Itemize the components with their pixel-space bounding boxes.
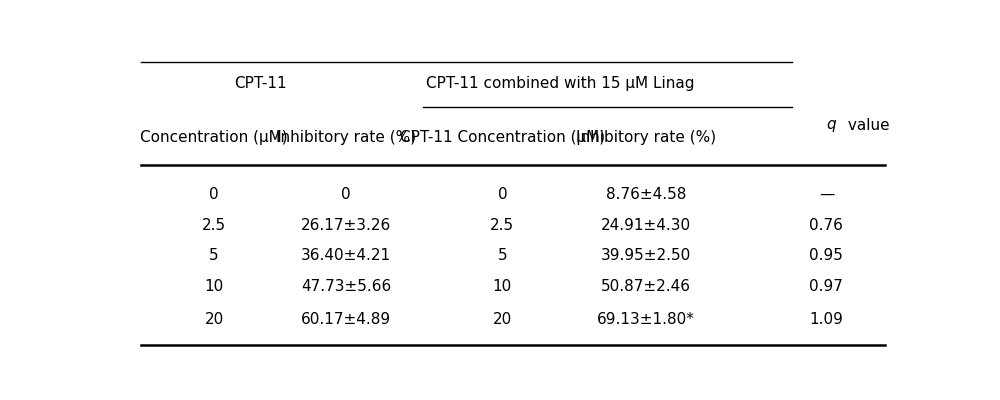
Text: 20: 20 (205, 312, 224, 327)
Text: 26.17±3.26: 26.17±3.26 (301, 218, 391, 232)
Text: 24.91±4.30: 24.91±4.30 (601, 218, 691, 232)
Text: 10: 10 (205, 279, 224, 294)
Text: 1.09: 1.09 (809, 312, 843, 327)
Text: 69.13±1.80*: 69.13±1.80* (597, 312, 695, 327)
Text: 10: 10 (493, 279, 512, 294)
Text: —: — (819, 187, 834, 202)
Text: 5: 5 (209, 248, 219, 264)
Text: 47.73±5.66: 47.73±5.66 (301, 279, 391, 294)
Text: 2.5: 2.5 (490, 218, 514, 232)
Text: value: value (843, 118, 890, 132)
Text: 20: 20 (493, 312, 512, 327)
Text: CPT-11: CPT-11 (234, 76, 287, 91)
Text: CPT-11 combined with 15 μM Linag: CPT-11 combined with 15 μM Linag (426, 76, 695, 91)
Text: CPT-11 Concentration (μM): CPT-11 Concentration (μM) (400, 130, 605, 145)
Text: Inhibitory rate (%): Inhibitory rate (%) (276, 130, 416, 145)
Text: 36.40±4.21: 36.40±4.21 (301, 248, 391, 264)
Text: q: q (826, 118, 836, 132)
Text: 60.17±4.89: 60.17±4.89 (301, 312, 391, 327)
Text: 8.76±4.58: 8.76±4.58 (606, 187, 686, 202)
Text: 5: 5 (498, 248, 507, 264)
Text: 0.95: 0.95 (809, 248, 843, 264)
Text: 50.87±2.46: 50.87±2.46 (601, 279, 691, 294)
Text: 0.76: 0.76 (809, 218, 843, 232)
Text: 0: 0 (341, 187, 351, 202)
Text: 0.97: 0.97 (809, 279, 843, 294)
Text: 0: 0 (498, 187, 507, 202)
Text: Inhibitory rate (%): Inhibitory rate (%) (576, 130, 716, 145)
Text: Concentration (μM): Concentration (μM) (140, 130, 288, 145)
Text: 39.95±2.50: 39.95±2.50 (601, 248, 691, 264)
Text: 2.5: 2.5 (202, 218, 226, 232)
Text: 0: 0 (209, 187, 219, 202)
